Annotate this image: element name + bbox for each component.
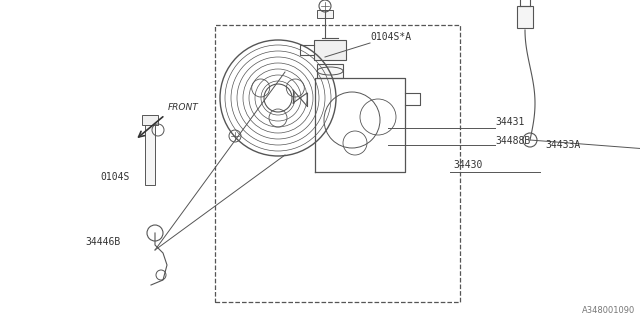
Bar bbox=[215, 25, 460, 302]
FancyBboxPatch shape bbox=[314, 40, 346, 60]
Text: 34488B: 34488B bbox=[495, 136, 531, 146]
FancyBboxPatch shape bbox=[317, 10, 333, 18]
Text: A348001090: A348001090 bbox=[582, 306, 635, 315]
Text: FRONT: FRONT bbox=[168, 103, 199, 112]
Text: 0104S*A: 0104S*A bbox=[370, 32, 411, 42]
Text: 34430: 34430 bbox=[453, 160, 483, 170]
Text: 34446B: 34446B bbox=[85, 237, 120, 247]
FancyBboxPatch shape bbox=[142, 115, 158, 125]
Text: 34433A: 34433A bbox=[545, 140, 580, 150]
FancyBboxPatch shape bbox=[145, 125, 155, 185]
Text: 34431: 34431 bbox=[495, 117, 524, 127]
FancyBboxPatch shape bbox=[317, 64, 343, 78]
FancyBboxPatch shape bbox=[517, 6, 533, 28]
Text: 0104S: 0104S bbox=[100, 172, 129, 182]
